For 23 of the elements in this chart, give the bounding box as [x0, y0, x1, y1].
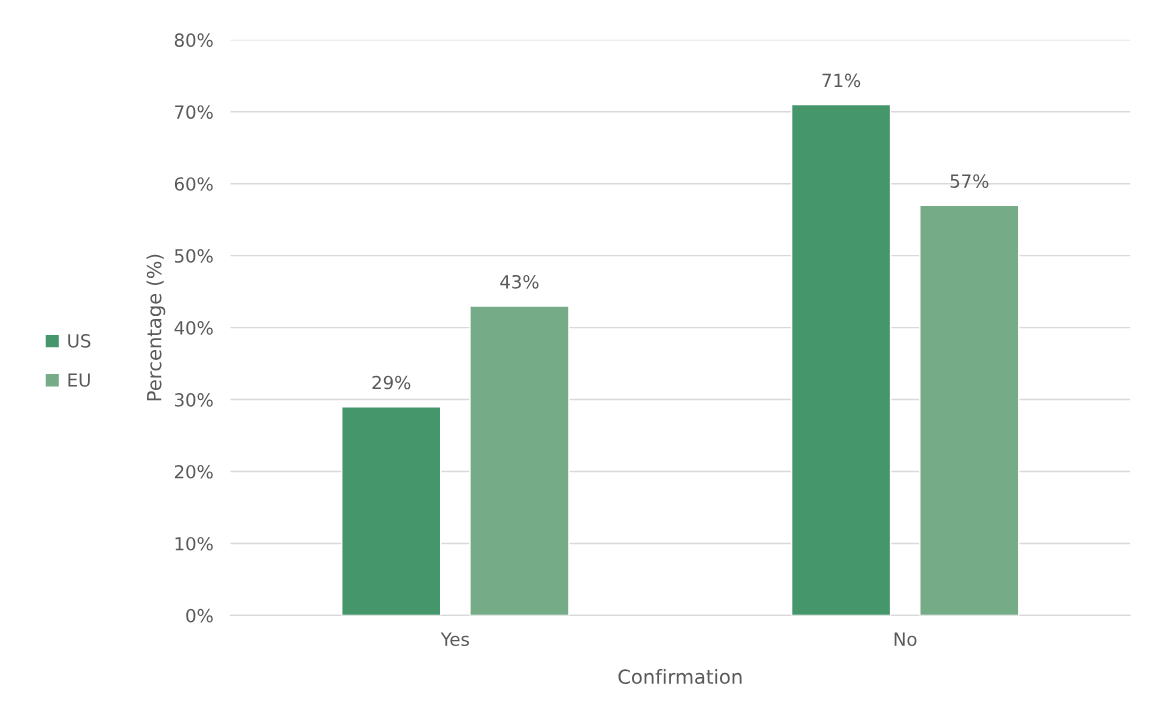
y-tick-label: 80% — [174, 33, 213, 47]
y-axis-title: Percentage (%) — [146, 254, 166, 401]
data-label: 29% — [372, 375, 411, 390]
y-tick-label: 20% — [174, 464, 213, 479]
y-tick-label: 0% — [186, 608, 213, 623]
y-tick-label: 40% — [174, 321, 213, 335]
data-label: 43% — [500, 274, 539, 289]
x-axis-title: Confirmation — [618, 668, 742, 685]
bar — [341, 406, 442, 616]
y-tick-label: 70% — [175, 105, 213, 119]
x-tick-label: No — [894, 632, 917, 647]
x-tick-label: Yes — [440, 632, 470, 647]
bar — [790, 103, 892, 616]
bar — [469, 305, 570, 616]
y-tick-label: 50% — [175, 249, 213, 263]
data-label: 57% — [950, 174, 989, 188]
bar — [919, 204, 1020, 616]
y-tick-label: 60% — [174, 177, 213, 191]
y-tick-label: 30% — [174, 393, 213, 407]
data-label: 71% — [822, 73, 861, 88]
legend-label: EU — [68, 373, 90, 387]
y-tick-label: 10% — [175, 536, 213, 551]
legend-label: US — [68, 334, 91, 348]
